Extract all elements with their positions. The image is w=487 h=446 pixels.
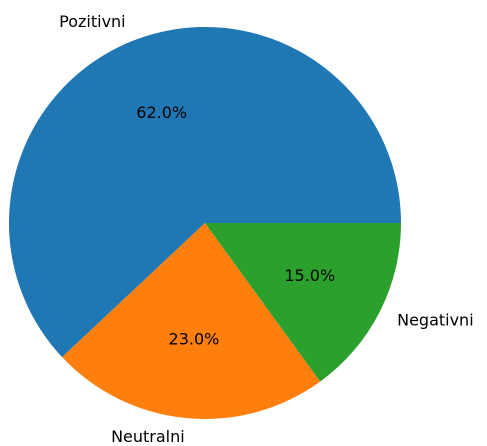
value-label: 23.0% [169, 330, 220, 349]
slice-label: Neutralni [111, 427, 185, 446]
pie-slice [62, 223, 321, 419]
pie-slice [8, 26, 402, 358]
pie-slice [205, 223, 401, 382]
value-label: 15.0% [284, 266, 335, 285]
slice-label: Pozitivni [59, 12, 125, 31]
slice-label: Negativni [397, 310, 474, 329]
value-label: 62.0% [136, 103, 187, 122]
